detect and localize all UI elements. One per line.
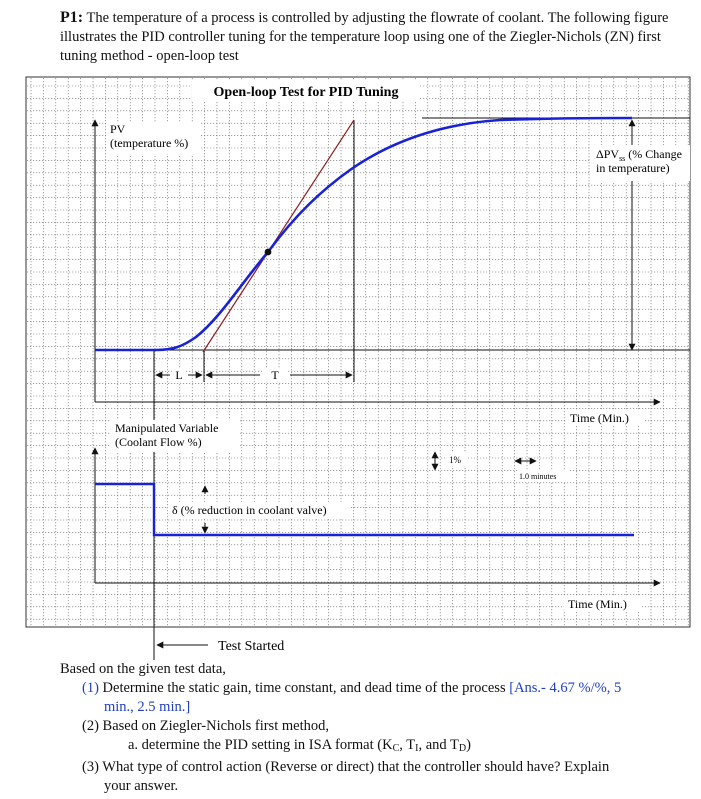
pv-label-backing [106,122,200,154]
question-2a: a. determine the PID setting in ISA form… [128,737,471,754]
figure-frame [25,76,691,628]
tangent-line [202,119,355,353]
one-percent-label: 1% [449,455,462,465]
dpv-label-line-2: in temperature) [596,161,670,175]
question-3: (3) What type of control action (Reverse… [60,758,690,777]
dpv-label: ΔPVss (% Change [596,147,682,163]
figure-title: Open-loop Test for PID Tuning [214,85,399,100]
question-2a-text: a. determine the PID setting in ISA form… [128,737,393,753]
pv-label-line-2: (temperature %) [110,136,188,150]
dotted-grid [27,78,689,626]
one-minute-label: 1.0 minutes [519,472,556,481]
questions-intro: Based on the given test data, [60,661,226,677]
mv-label-backing [110,420,240,452]
question-3-cont: your answer. [104,778,179,794]
problem-id: P1: [60,9,84,26]
time-top-backing [566,410,644,426]
inflection-point [264,248,272,256]
time-axis-label-top: Time (Min.) [570,411,629,425]
pid-tuning-figure: Open-loop Test for PID Tuning ΔPVss (% C… [25,76,691,660]
delta-label: δ (% reduction in coolant valve) [172,503,327,517]
question-1: (1) Determine the static gain, time cons… [60,679,690,698]
pct-backing [446,452,468,466]
L-label: L [175,368,182,382]
questions: Based on the given test data, (1) Determ… [60,660,690,796]
question-2-text: Based on Ziegler-Nichols first method, [102,718,329,734]
T-label: T [271,368,279,382]
time-axis-label-bottom: Time (Min.) [568,597,627,611]
mv-step-line [95,482,634,537]
question-3-number: (3) [82,759,99,775]
test-started-label: Test Started [218,639,284,654]
dpv-label-backing [590,145,690,181]
question-2-number: (2) [82,718,99,734]
question-1-number: (1) [82,680,99,696]
problem-text: The temperature of a process is controll… [60,10,669,64]
L-backing [172,368,186,382]
question-3-text: What type of control action (Reverse or … [102,759,610,775]
delta-label-backing [168,502,350,518]
question-1-text: Determine the static gain, time constant… [102,680,510,696]
T-backing [262,368,288,382]
question-1-answer: [Ans.- 4.67 %/%, 5 [509,680,622,696]
question-2: (2) Based on Ziegler-Nichols first metho… [60,717,690,736]
title-backing [192,80,420,102]
question-1-answer-cont: min., 2.5 min.] [104,699,191,715]
mv-label: Manipulated Variable [115,421,218,435]
problem-statement: P1: The temperature of a process is cont… [60,8,680,66]
min-backing [518,470,570,482]
mv-label-line-2: (Coolant Flow %) [115,435,202,449]
pv-label: PV [110,122,126,136]
time-bottom-backing [564,596,642,612]
pv-response-curve [95,116,633,352]
